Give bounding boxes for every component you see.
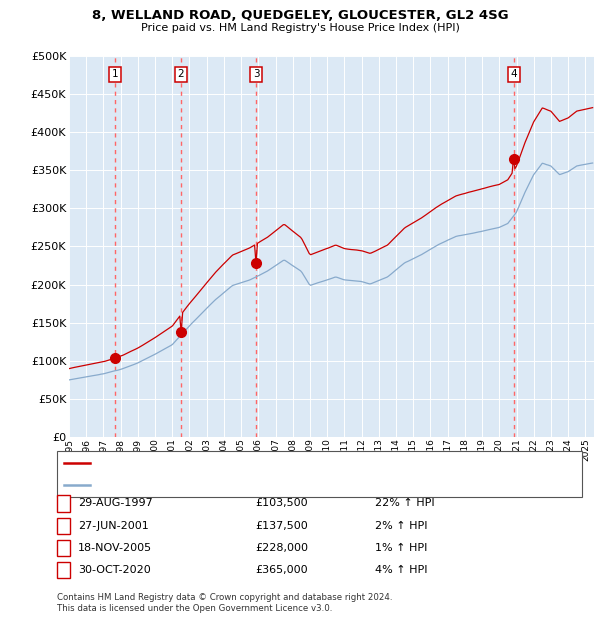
Text: 8, WELLAND ROAD, QUEDGELEY, GLOUCESTER, GL2 4SG: 8, WELLAND ROAD, QUEDGELEY, GLOUCESTER, … (92, 9, 508, 22)
Text: Price paid vs. HM Land Registry's House Price Index (HPI): Price paid vs. HM Land Registry's House … (140, 23, 460, 33)
Text: 3: 3 (253, 69, 260, 79)
Text: Contains HM Land Registry data © Crown copyright and database right 2024.
This d: Contains HM Land Registry data © Crown c… (57, 593, 392, 613)
Text: 18-NOV-2005: 18-NOV-2005 (78, 543, 152, 553)
Text: 1% ↑ HPI: 1% ↑ HPI (375, 543, 427, 553)
Text: £103,500: £103,500 (255, 498, 308, 508)
Text: 3: 3 (60, 543, 67, 553)
Text: 8, WELLAND ROAD, QUEDGELEY, GLOUCESTER, GL2 4SG (detached house): 8, WELLAND ROAD, QUEDGELEY, GLOUCESTER, … (94, 458, 462, 468)
Text: 22% ↑ HPI: 22% ↑ HPI (375, 498, 434, 508)
Text: £137,500: £137,500 (255, 521, 308, 531)
Text: HPI: Average price, detached house, Gloucester: HPI: Average price, detached house, Glou… (94, 480, 328, 490)
Text: 30-OCT-2020: 30-OCT-2020 (78, 565, 151, 575)
Text: 27-JUN-2001: 27-JUN-2001 (78, 521, 149, 531)
Text: 2% ↑ HPI: 2% ↑ HPI (375, 521, 427, 531)
Text: 2: 2 (60, 521, 67, 531)
Text: 4: 4 (511, 69, 517, 79)
Text: £228,000: £228,000 (255, 543, 308, 553)
Text: 4% ↑ HPI: 4% ↑ HPI (375, 565, 427, 575)
Text: 4: 4 (60, 565, 67, 575)
Text: 1: 1 (60, 498, 67, 508)
Text: 29-AUG-1997: 29-AUG-1997 (78, 498, 153, 508)
Text: 1: 1 (112, 69, 118, 79)
Text: 2: 2 (178, 69, 184, 79)
Text: £365,000: £365,000 (255, 565, 308, 575)
